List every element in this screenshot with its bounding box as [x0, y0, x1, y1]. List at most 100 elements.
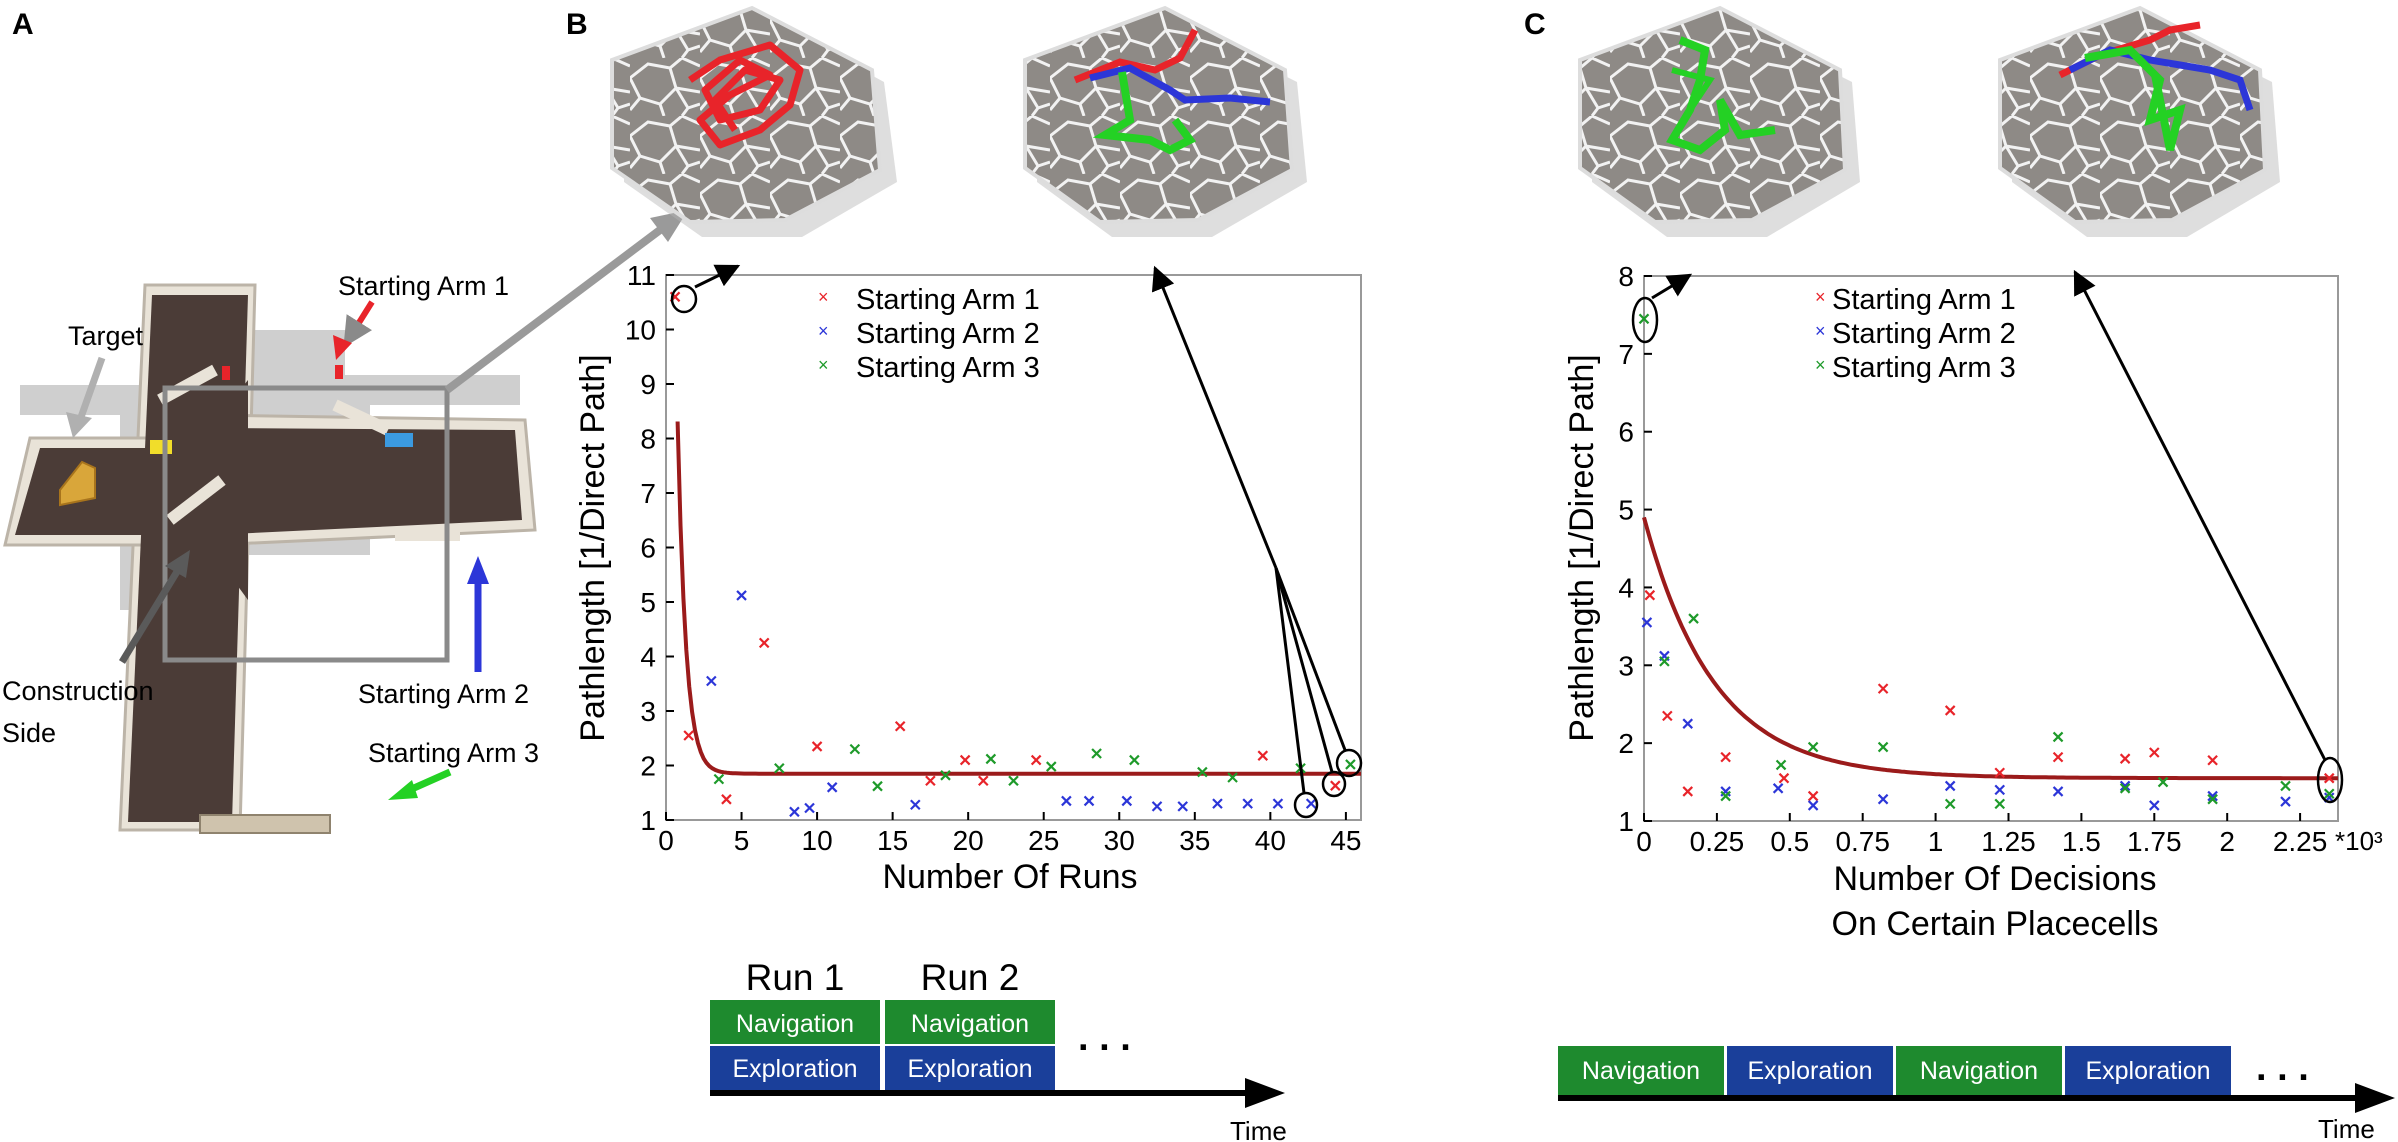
y-tick-label: 4 — [1618, 572, 1634, 603]
data-point-arm-1 — [1877, 683, 1889, 694]
data-point-arm-3 — [1045, 761, 1057, 772]
data-point-arm-3 — [1638, 313, 1650, 325]
timeline-b-nav-block-1 — [710, 1000, 880, 1044]
data-point-arm-1 — [2052, 751, 2064, 763]
y-tick-label: 10 — [625, 315, 656, 346]
data-point-arm-3 — [872, 780, 883, 792]
highlight-b-end-3 — [1335, 748, 1363, 778]
data-point-arm-1 — [1644, 589, 1656, 601]
panel-b-letter: B — [566, 8, 588, 41]
data-point-arm-3 — [1197, 766, 1208, 778]
data-point-arm-3 — [1720, 790, 1731, 802]
timeline-b-nav-block-2 — [885, 1000, 1055, 1044]
x-tick-label: 0.5 — [1770, 826, 1809, 857]
legend-c: × Starting Arm 1 × Starting Arm 2 × Star… — [1815, 284, 2016, 384]
data-point-arm-2 — [2052, 786, 2064, 797]
data-point-arm-1 — [959, 754, 971, 766]
data-point-arm-2 — [1083, 795, 1095, 807]
y-tick-label: 2 — [1618, 728, 1634, 759]
legend-c-label-1: Starting Arm 1 — [1832, 284, 2016, 316]
y-tick-label: 8 — [640, 424, 656, 455]
y-tick-label: 4 — [640, 642, 656, 673]
x-tick-label: 0.25 — [1690, 826, 1745, 857]
callout-arrows-b — [670, 264, 1363, 819]
data-point-arm-2 — [1682, 718, 1694, 729]
arrow-b-end-line-3 — [1274, 567, 1347, 751]
data-point-arm-1 — [1682, 786, 1694, 797]
data-point-arm-3 — [1944, 798, 1956, 810]
highlight-c-end — [2316, 756, 2344, 804]
highlight-b-end-1 — [1293, 791, 1319, 819]
arena-thumb-c1 — [1578, 5, 1860, 237]
plot-c-frame — [1643, 275, 2339, 822]
label-starting-arm-2: Starting Arm 2 — [358, 679, 529, 709]
x-tick-label: 40 — [1255, 825, 1286, 856]
data-point-arm-3 — [1877, 741, 1889, 753]
zoom-arrow — [444, 226, 663, 394]
data-point-arm-2 — [1151, 801, 1163, 812]
timeline-b-exp-label-1: Exploration — [732, 1055, 857, 1083]
x-tick-label: 0 — [1636, 826, 1652, 857]
data-point-arm-2 — [1177, 801, 1188, 812]
callout-arrows-c — [1631, 269, 2344, 804]
data-point-arm-2 — [1061, 795, 1072, 807]
data-point-arm-2 — [2207, 790, 2218, 802]
data-point-arm-3 — [2280, 780, 2291, 792]
timeline-c-nav-label-2: Navigation — [1920, 1057, 2038, 1085]
label-construction-side: Side — [2, 718, 56, 748]
zoom-arrowhead — [650, 210, 688, 242]
legend-b-label-2: Starting Arm 2 — [856, 318, 1040, 350]
timeline-b-exp-block-2 — [885, 1046, 1055, 1090]
panel-c: C 0 0.25 0.5 0.75 1 1.25 1.5 1.75 2 2.2512345678 … — [1524, 5, 2395, 1142]
data-point-arm-2 — [789, 806, 800, 818]
x-tick-label: 25 — [1028, 825, 1059, 856]
timeline-b-nav-label-2: Navigation — [911, 1010, 1029, 1038]
y-tick-label: 3 — [640, 696, 656, 727]
arrow-target — [76, 356, 106, 422]
timeline-b: Run 1 Run 2 Navigation Navigation Explor… — [710, 957, 1287, 1142]
data-point-arm-3 — [1345, 759, 1356, 770]
timeline-b-ellipsis: . . . — [1078, 1017, 1131, 1059]
timeline-c-nav-block-1 — [1558, 1046, 1724, 1096]
arrow-b-end-line-2 — [1274, 567, 1334, 773]
x-tick-label: 1.25 — [1981, 826, 2036, 857]
data-point-arm-3 — [2157, 776, 2169, 788]
data-point-arm-1 — [721, 794, 732, 805]
legend-c-label-3: Starting Arm 3 — [1832, 352, 2016, 384]
data-point-arm-3 — [1091, 748, 1102, 759]
data-point-arm-3 — [2323, 788, 2335, 800]
data-point-arm-3 — [774, 762, 785, 774]
x-tick-label: 0 — [658, 825, 674, 856]
panel-a-letter: A — [12, 8, 34, 41]
data-point-arm-2 — [2149, 800, 2160, 811]
plot-c-ylabel: Pathlength [1/Direct Path] — [1563, 354, 1601, 741]
x-tick-label: 15 — [877, 825, 908, 856]
y-tick-label: 5 — [640, 587, 656, 618]
data-point-arm-2 — [1121, 795, 1133, 807]
data-point-arm-2 — [706, 675, 717, 687]
timeline-c: Navigation Exploration Navigation Explor… — [1558, 1046, 2395, 1142]
legend-b: × Starting Arm 1 × Starting Arm 2 × Star… — [818, 284, 1040, 384]
timeline-b-time-label: Time — [1230, 1116, 1287, 1142]
timeline-b-nav-label-1: Navigation — [736, 1010, 854, 1038]
data-point-arm-2 — [1272, 798, 1284, 809]
fit-curve — [1642, 516, 2338, 781]
data-point-arm-3 — [1129, 754, 1140, 766]
timeline-b-exp-block-1 — [710, 1046, 880, 1090]
data-point-arm-3 — [985, 753, 997, 765]
panel-a: A — [2, 8, 688, 834]
plot-b-xlabel: Number Of Runs — [882, 858, 1137, 896]
x-tick-label: 2 — [2219, 826, 2235, 857]
plot-b-ylabel: Pathlength [1/Direct Path] — [574, 354, 612, 741]
plot-c-x-exponent: *10³ — [2335, 826, 2383, 856]
arena-thumb-b1 — [610, 5, 897, 237]
x-tick-label: 1.75 — [2127, 826, 2182, 857]
arena-thumb-b2 — [1023, 5, 1307, 237]
data-point-arm-2 — [1944, 780, 1956, 792]
timeline-c-nav-block-2 — [1896, 1046, 2062, 1096]
y-tick-label: 7 — [640, 478, 656, 509]
timeline-c-exp-label-1: Exploration — [1747, 1057, 1872, 1085]
data-point-arm-1 — [1030, 754, 1042, 766]
x-tick-label: 45 — [1330, 825, 1361, 856]
data-point-arm-1 — [1994, 767, 2006, 779]
